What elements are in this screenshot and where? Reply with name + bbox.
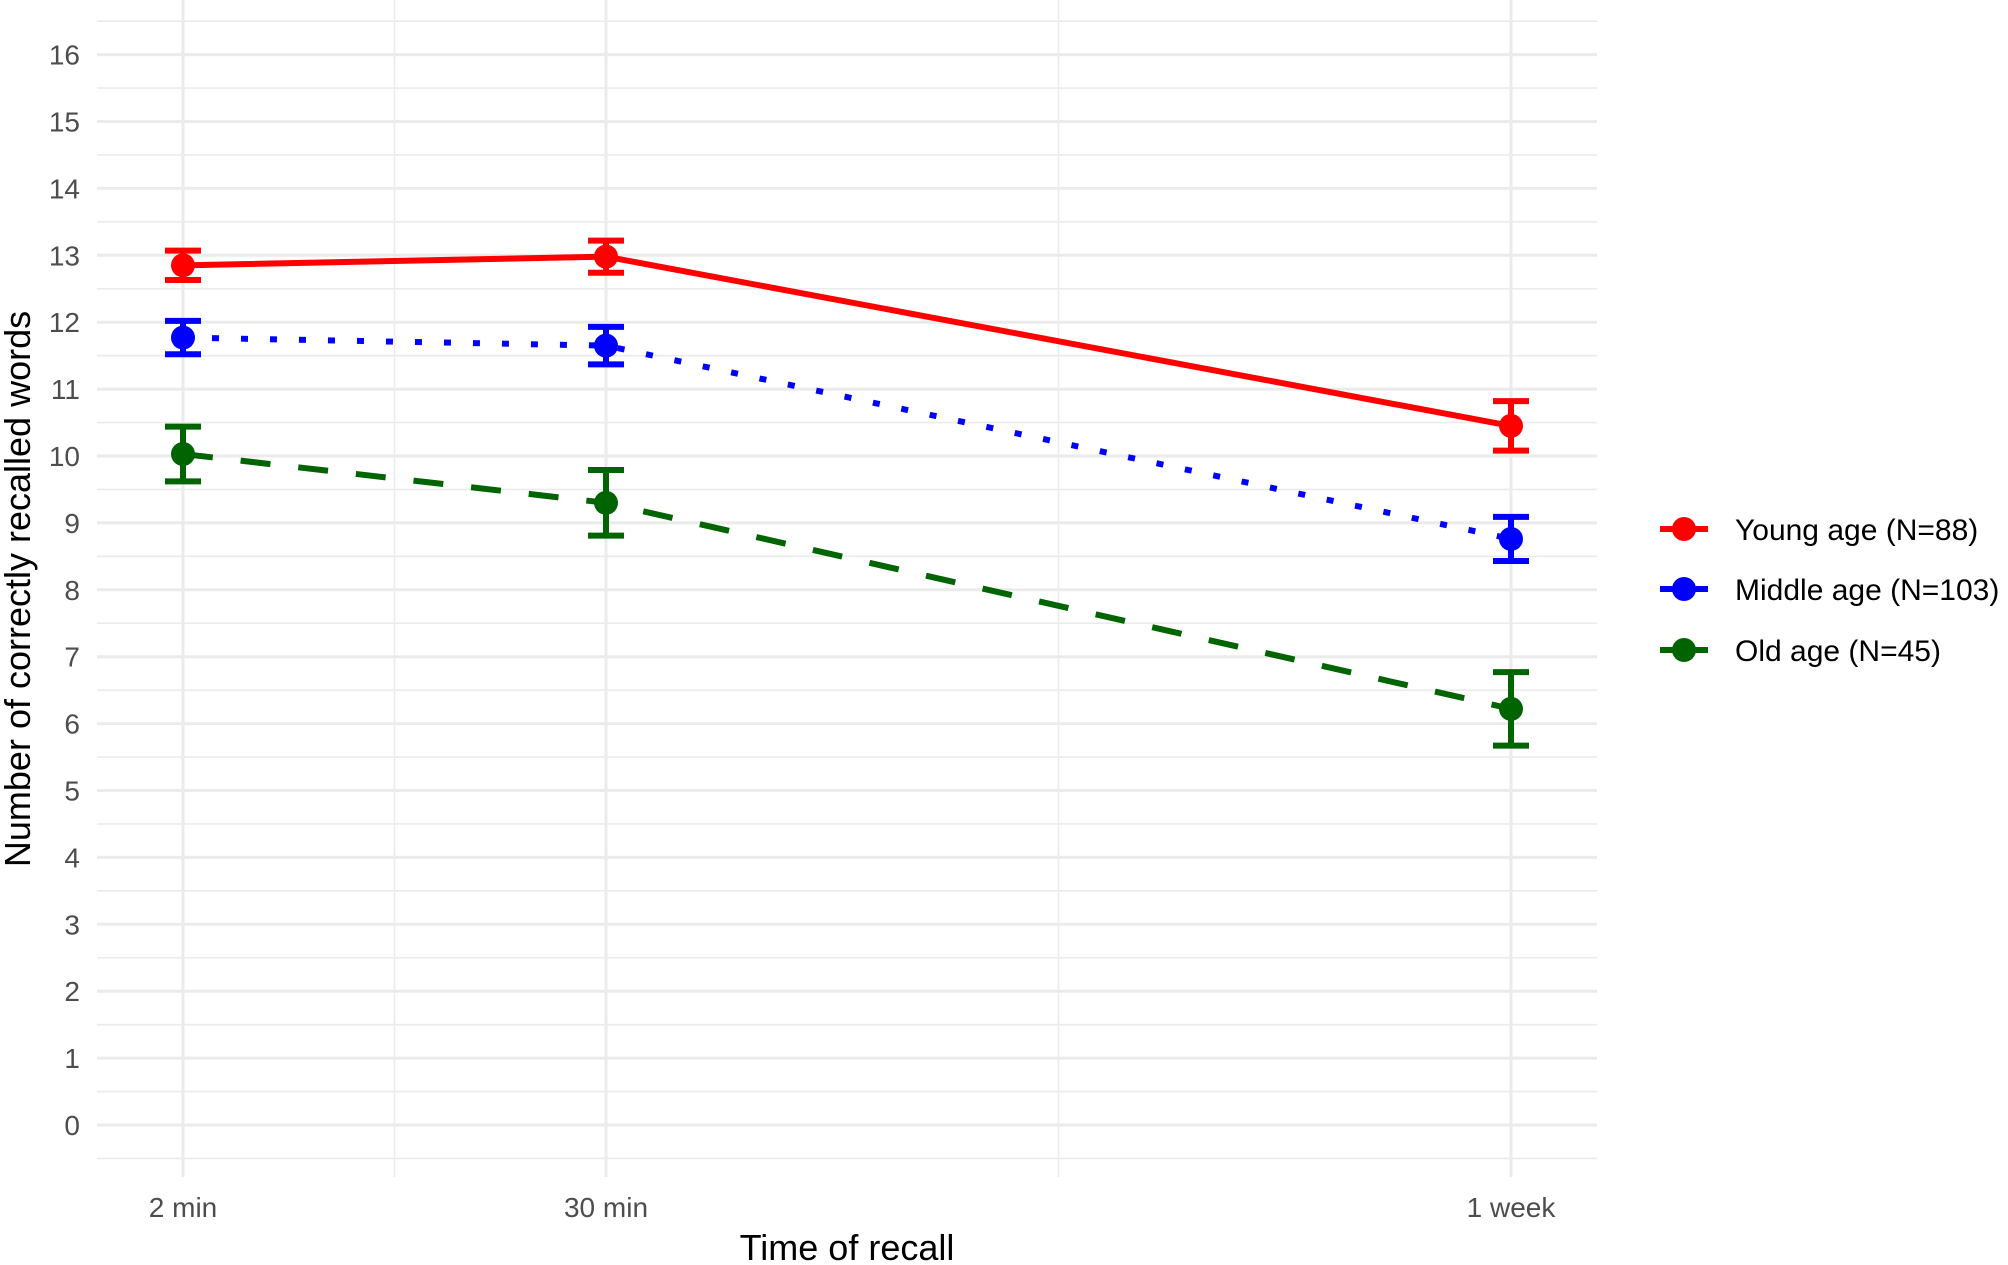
series-old-age (165, 423, 1529, 749)
data-point[interactable] (1499, 696, 1523, 721)
y-axis-title: Number of correctly recalled words (0, 311, 38, 867)
legend-label: Old age (N=45) (1735, 635, 1941, 668)
y-tick-label: 2 (64, 976, 80, 1007)
y-tick-label: 3 (64, 909, 80, 940)
x-axis-title: Time of recall (740, 1227, 955, 1265)
y-tick-label: 13 (49, 240, 80, 271)
data-point[interactable] (594, 490, 618, 515)
legend-label: Young age (N=88) (1735, 514, 1978, 547)
y-tick-label: 16 (49, 40, 80, 71)
legend-item-middle-age[interactable]: Middle age (N=103) (1660, 574, 1999, 607)
data-point[interactable] (594, 244, 618, 269)
x-axis-tick-labels: 2 min 30 min 1 week (149, 1192, 1557, 1223)
y-tick-label: 12 (49, 307, 80, 338)
y-tick-label: 10 (49, 441, 80, 472)
legend-key-dot-icon (1672, 577, 1696, 601)
legend-item-young-age[interactable]: Young age (N=88) (1660, 514, 1978, 547)
legend-key-dot-icon (1672, 638, 1696, 662)
series-young-age (165, 237, 1529, 454)
y-tick-label: 11 (51, 374, 80, 405)
y-tick-label: 5 (64, 776, 80, 807)
data-point[interactable] (171, 325, 195, 350)
y-tick-label: 1 (64, 1043, 80, 1074)
series-line (182, 451, 1512, 712)
y-tick-label: 6 (64, 709, 80, 740)
y-tick-label: 14 (49, 173, 80, 204)
data-point[interactable] (171, 441, 195, 466)
data-point[interactable] (171, 253, 195, 278)
x-tick-label: 2 min (149, 1192, 217, 1223)
data-point[interactable] (1499, 413, 1523, 438)
series-middle-age (165, 317, 1529, 565)
grid-lines (97, 0, 1597, 1177)
y-tick-label: 8 (64, 575, 80, 606)
y-tick-label: 9 (64, 508, 80, 539)
legend-item-old-age[interactable]: Old age (N=45) (1660, 635, 1941, 668)
x-tick-label: 30 min (564, 1192, 648, 1223)
data-series (165, 237, 1529, 749)
legend-key-dot-icon (1672, 517, 1696, 541)
x-tick-label: 1 week (1467, 1192, 1557, 1223)
y-tick-label: 15 (49, 107, 80, 138)
legend: Young age (N=88) Middle age (N=103) Old … (1660, 514, 1999, 668)
y-tick-label: 4 (64, 842, 80, 873)
legend-label: Middle age (N=103) (1735, 574, 1999, 607)
data-point[interactable] (594, 333, 618, 358)
y-tick-label: 0 (64, 1110, 80, 1141)
y-tick-label: 7 (64, 642, 80, 673)
data-point[interactable] (1499, 526, 1523, 551)
series-line (182, 334, 1512, 542)
series-line (182, 253, 1512, 429)
